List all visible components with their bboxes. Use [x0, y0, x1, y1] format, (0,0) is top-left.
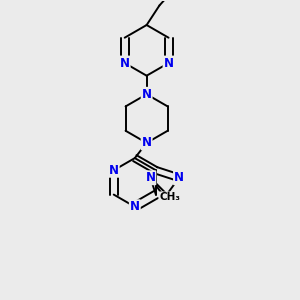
Text: N: N	[142, 88, 152, 101]
Text: N: N	[109, 164, 119, 177]
Text: N: N	[164, 56, 174, 70]
Text: N: N	[174, 171, 184, 184]
Text: N: N	[146, 171, 155, 184]
Text: N: N	[142, 136, 152, 149]
Text: CH₃: CH₃	[159, 192, 180, 202]
Text: N: N	[120, 56, 130, 70]
Text: N: N	[130, 200, 140, 213]
